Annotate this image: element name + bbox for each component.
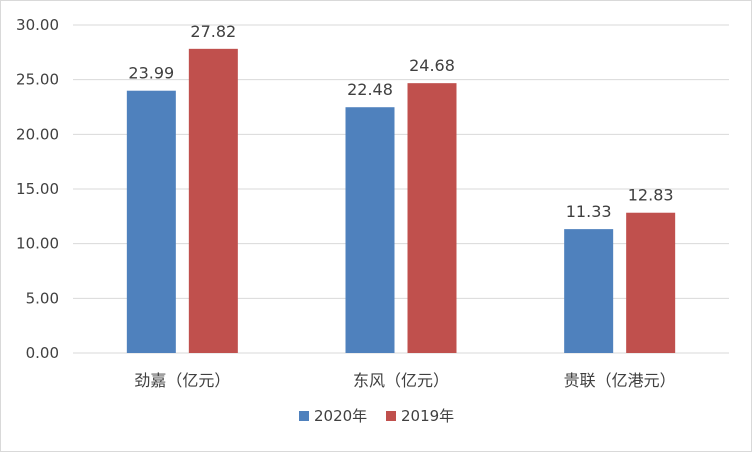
bar-series-2 [626, 212, 676, 353]
legend: 2020年 2019年 [299, 407, 454, 425]
bar-series-2 [188, 48, 238, 354]
y-tick-label: 25.00 [16, 71, 59, 89]
bar-series-1 [345, 107, 395, 354]
y-tick-label: 0.00 [26, 344, 59, 362]
category-label: 贵联（亿港元） [564, 371, 676, 390]
gridlines [73, 24, 729, 299]
legend-label: 2020年 [314, 407, 367, 425]
category-label: 东风（亿元） [353, 371, 449, 390]
bar-series-1 [126, 90, 176, 353]
legend-label: 2019年 [401, 407, 454, 425]
data-label: 27.82 [190, 22, 236, 41]
data-label: 24.68 [409, 56, 455, 75]
data-labels: 23.99 27.82 22.48 24.68 11.33 12.83 [128, 22, 673, 221]
y-tick-label: 20.00 [16, 125, 59, 143]
y-tick-label: 30.00 [16, 16, 59, 34]
y-tick-label: 15.00 [16, 180, 59, 198]
legend-swatch [299, 411, 309, 421]
data-label: 12.83 [628, 186, 674, 205]
category-label: 劲嘉（亿元） [134, 371, 230, 390]
bar-series-2 [407, 83, 457, 353]
data-label: 11.33 [566, 202, 612, 221]
data-label: 23.99 [128, 64, 174, 83]
y-axis-ticks: 0.00 5.00 10.00 15.00 20.00 25.00 30.00 [16, 16, 59, 362]
category-labels: 劲嘉（亿元） 东风（亿元） 贵联（亿港元） [134, 371, 675, 390]
legend-swatch [386, 411, 396, 421]
bars [126, 48, 676, 354]
data-label: 22.48 [347, 80, 393, 99]
y-tick-label: 5.00 [26, 289, 59, 307]
bar-series-1 [564, 229, 614, 353]
y-tick-label: 10.00 [16, 235, 59, 253]
